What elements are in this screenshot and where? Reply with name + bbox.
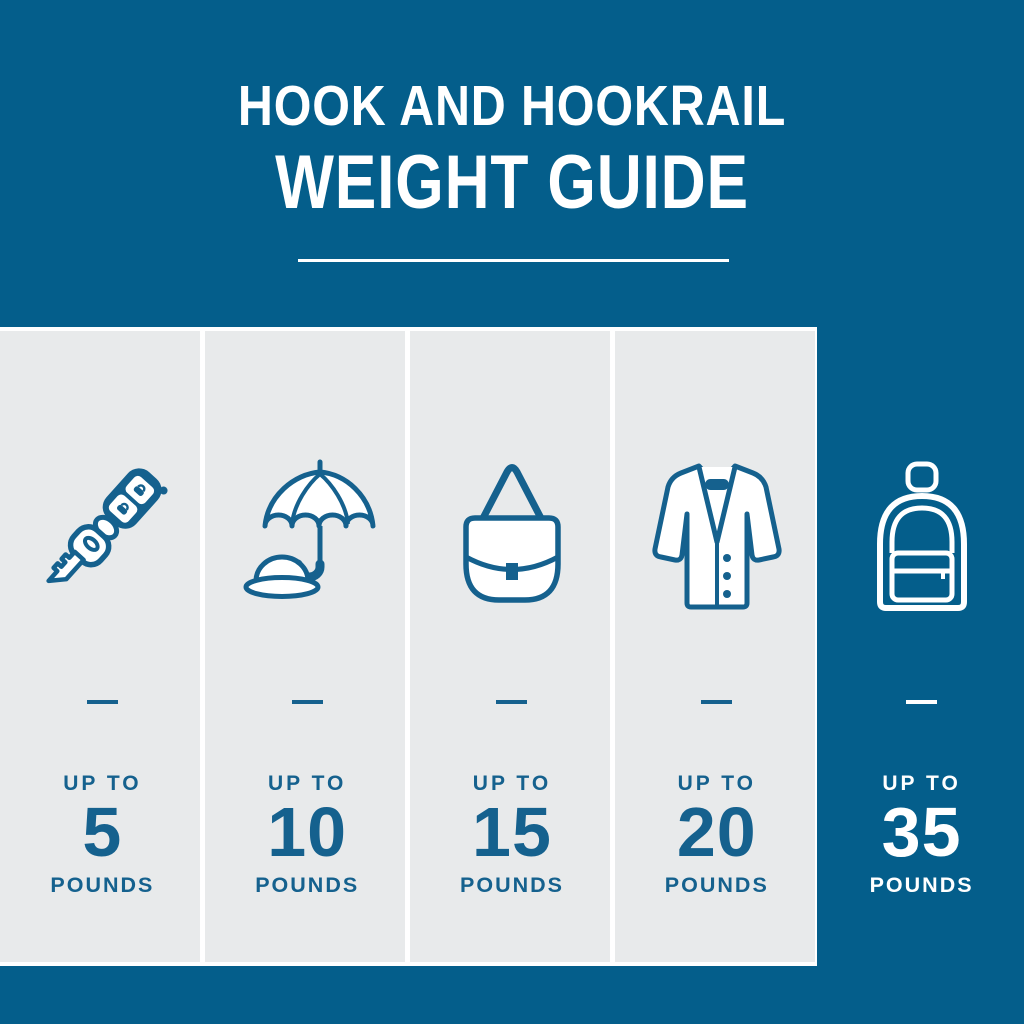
panel-3 — [410, 331, 610, 962]
weight-dash — [496, 700, 528, 704]
page-title: HOOK AND HOOKRAIL WEIGHT GUIDE — [0, 78, 1024, 221]
title-line-1: HOOK AND HOOKRAIL — [237, 74, 787, 138]
weight-columns: UP TO 5 POUNDS UP TO 10 POUNDS — [0, 331, 1024, 962]
backpack-icon — [834, 452, 1010, 612]
panel-2 — [205, 331, 405, 962]
pounds-label: POUNDS — [664, 873, 769, 897]
panel-board — [0, 327, 817, 966]
up-to-label: UP TO — [677, 772, 756, 795]
pounds-label: POUNDS — [460, 873, 564, 897]
title-line-2: WEIGHT GUIDE — [275, 140, 749, 225]
pounds-label: POUNDS — [869, 873, 974, 897]
umbrella-hat-icon — [219, 452, 395, 612]
weight-value: 15 — [472, 793, 552, 871]
column-coat: UP TO 20 POUNDS — [614, 331, 819, 962]
weight-value: 35 — [881, 793, 962, 871]
weight-value: 10 — [267, 793, 348, 871]
column-handbag: UP TO 15 POUNDS — [410, 331, 615, 962]
car-keys-icon — [14, 452, 190, 612]
up-to-label: UP TO — [472, 772, 552, 795]
panel-4 — [615, 331, 815, 962]
pounds-label: POUNDS — [255, 873, 360, 897]
weight-value: 5 — [82, 793, 123, 871]
handbag-icon — [424, 452, 600, 612]
up-to-label: UP TO — [267, 772, 347, 795]
up-to-label: UP TO — [63, 772, 142, 795]
weight-value: 20 — [676, 793, 757, 871]
title-divider-line — [298, 259, 729, 262]
column-backpack: UP TO 35 POUNDS — [819, 331, 1024, 962]
weight-dash — [701, 700, 733, 704]
column-umbrella: UP TO 10 POUNDS — [205, 331, 410, 962]
weight-dash — [906, 700, 938, 704]
panel-1 — [0, 331, 200, 962]
weight-dash — [291, 700, 323, 704]
pounds-label: POUNDS — [50, 873, 155, 897]
coat-icon — [629, 452, 805, 612]
weight-dash — [86, 700, 118, 704]
column-keys: UP TO 5 POUNDS — [0, 331, 205, 962]
up-to-label: UP TO — [882, 772, 961, 795]
